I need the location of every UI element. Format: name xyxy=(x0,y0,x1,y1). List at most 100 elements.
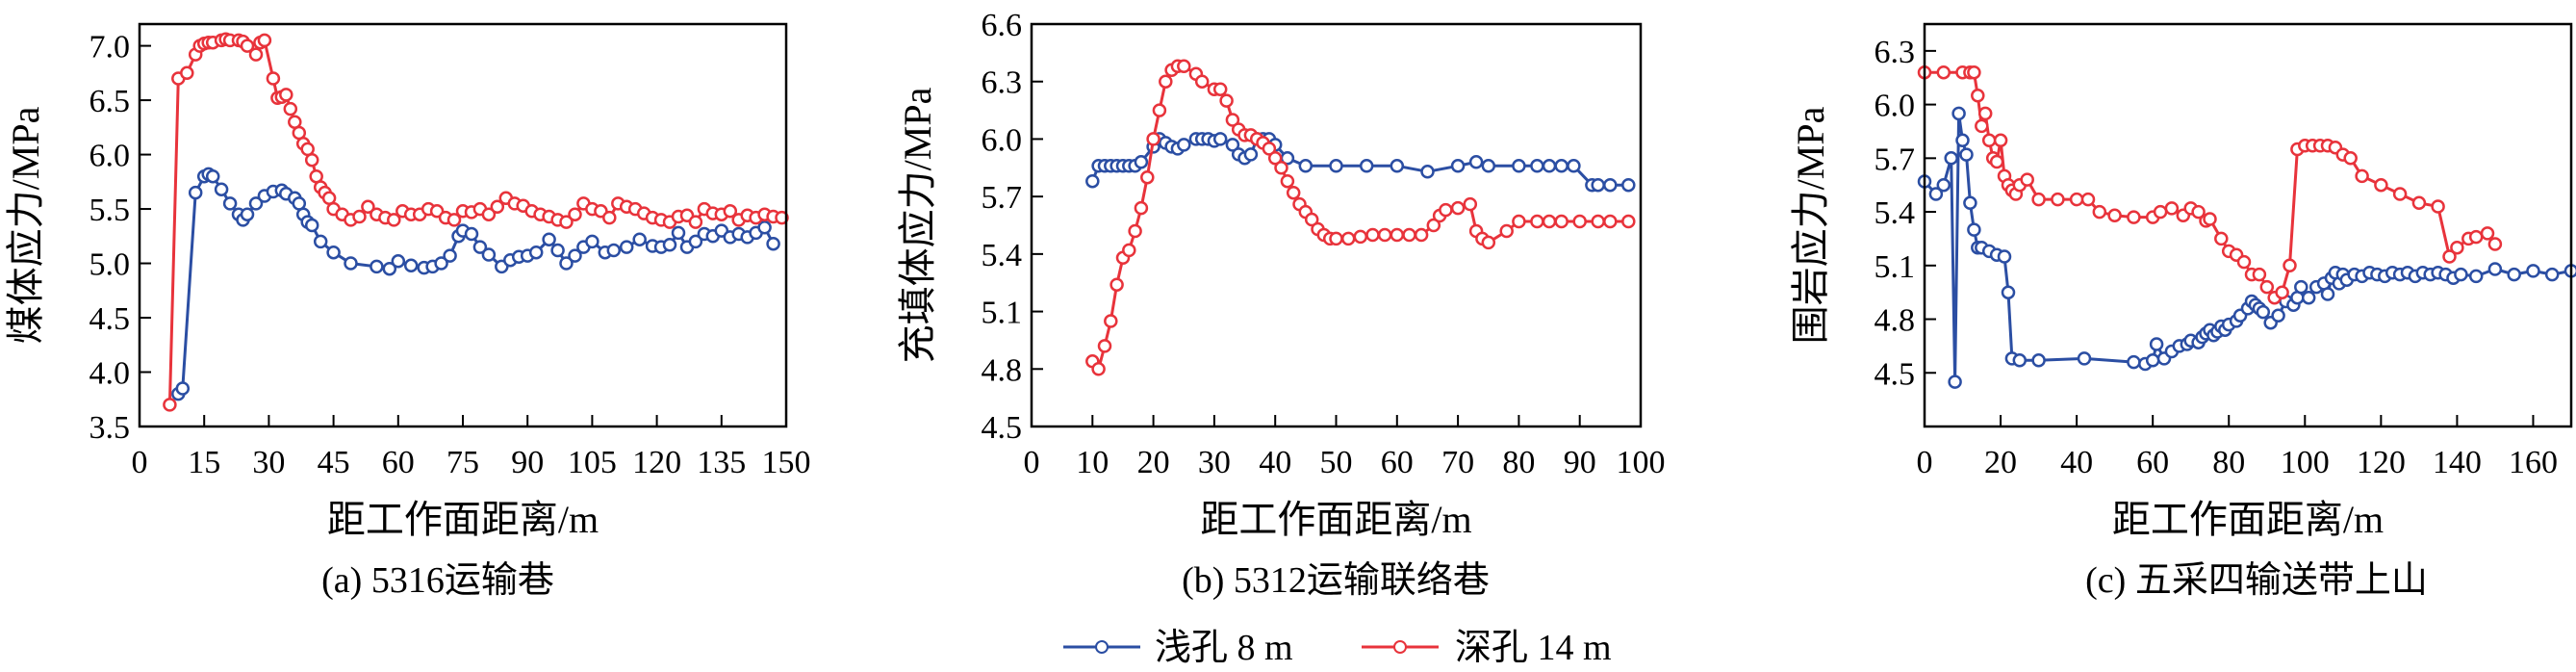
data-point xyxy=(1989,154,2004,169)
y-tick-label: 6.0 xyxy=(89,139,131,174)
data-point xyxy=(1128,223,1142,239)
data-point xyxy=(1993,133,2008,148)
x-tick-label: 75 xyxy=(446,445,479,480)
data-point xyxy=(1134,200,1149,216)
data-point xyxy=(1146,132,1160,146)
data-point xyxy=(2320,287,2335,301)
y-tick-label: 4.0 xyxy=(89,356,131,392)
data-point xyxy=(2507,267,2521,282)
data-point xyxy=(1109,277,1124,292)
data-point xyxy=(1499,223,1514,239)
data-point xyxy=(2051,192,2065,207)
y-tick-label: 5.7 xyxy=(1875,142,1916,177)
data-point xyxy=(550,243,565,258)
data-point xyxy=(1329,231,1343,246)
plot-frame xyxy=(1923,22,2573,428)
data-point xyxy=(214,182,229,196)
x-tick-label: 45 xyxy=(318,445,350,480)
data-point xyxy=(1274,161,1288,175)
y-tick-label: 7.0 xyxy=(89,30,131,65)
data-point xyxy=(1359,159,1374,173)
y-tick-label: 6.5 xyxy=(89,84,131,119)
data-point xyxy=(222,196,238,211)
data-point xyxy=(2343,151,2358,166)
data-point xyxy=(2294,279,2308,295)
data-point xyxy=(1152,103,1167,117)
data-point xyxy=(1512,159,1526,173)
panel-caption: (a) 5316运输巷 xyxy=(321,560,554,601)
data-point xyxy=(775,210,789,225)
data-point xyxy=(1450,159,1466,173)
y-tick-label: 5.7 xyxy=(982,180,1023,216)
data-point xyxy=(472,240,488,254)
data-point xyxy=(585,234,599,249)
y-tick-label: 3.5 xyxy=(89,410,131,446)
x-tick-label: 100 xyxy=(2281,445,2330,480)
data-point xyxy=(1936,177,1951,193)
data-point xyxy=(1621,214,1636,229)
data-point xyxy=(2145,353,2160,368)
x-tick-label: 20 xyxy=(1984,445,2017,480)
data-point xyxy=(2092,204,2107,220)
y-tick-label: 5.0 xyxy=(89,247,131,283)
data-point xyxy=(1280,173,1295,189)
data-point xyxy=(1390,227,1405,243)
data-point xyxy=(559,256,574,271)
data-point xyxy=(1085,173,1100,189)
data-point xyxy=(2069,192,2084,207)
x-tick-label: 0 xyxy=(132,445,148,480)
data-point xyxy=(1225,113,1240,127)
y-tick-label: 5.5 xyxy=(89,193,131,228)
data-point xyxy=(490,199,505,215)
data-point xyxy=(240,207,255,221)
y-axis-label: 围岩应力/MPa xyxy=(1789,106,1832,344)
data-point xyxy=(391,254,406,269)
data-point xyxy=(188,185,203,200)
data-point xyxy=(403,258,419,273)
data-point xyxy=(1971,89,1985,103)
data-point xyxy=(163,398,177,412)
data-point xyxy=(671,225,686,241)
legend: 浅孔 8 m 深孔 14 m xyxy=(1063,628,1612,668)
data-point xyxy=(2214,231,2229,246)
data-point xyxy=(619,240,634,254)
data-point xyxy=(1212,132,1228,146)
data-point xyxy=(2487,237,2503,251)
x-tick-label: 135 xyxy=(697,445,746,480)
data-point xyxy=(2252,267,2267,282)
x-tick-label: 120 xyxy=(632,445,681,480)
legend-label-shallow: 浅孔 8 m xyxy=(1155,628,1293,668)
data-point xyxy=(1377,227,1392,243)
y-axis-label: 充填体应力/MPa xyxy=(896,87,939,363)
data-point xyxy=(1542,214,1557,229)
data-point xyxy=(1481,235,1496,250)
data-point xyxy=(2012,353,2028,368)
x-tick-label: 15 xyxy=(188,445,220,480)
data-point xyxy=(248,196,264,211)
x-tick-label: 150 xyxy=(762,445,811,480)
data-point xyxy=(766,236,780,251)
data-point xyxy=(1928,187,1944,201)
data-point xyxy=(1967,65,1981,80)
data-point xyxy=(1603,214,1618,229)
x-tick-label: 40 xyxy=(1259,445,1291,480)
data-point xyxy=(2127,210,2141,224)
data-point xyxy=(1390,159,1405,173)
y-tick-label: 6.0 xyxy=(1875,89,1916,124)
data-point xyxy=(1225,138,1240,152)
data-point xyxy=(2153,204,2168,220)
data-point xyxy=(1194,74,1210,89)
y-tick-label: 5.4 xyxy=(982,238,1023,273)
data-point xyxy=(464,226,479,242)
y-tick-label: 4.8 xyxy=(1875,303,1916,339)
data-point xyxy=(2031,192,2046,207)
data-point xyxy=(2271,308,2285,323)
y-axis-label: 煤体应力/MPa xyxy=(4,106,47,344)
data-point xyxy=(1944,151,1958,166)
data-point xyxy=(2031,353,2046,368)
data-point xyxy=(2283,258,2297,273)
data-point xyxy=(387,213,401,227)
data-point xyxy=(1591,214,1605,229)
data-point xyxy=(1122,243,1136,258)
x-tick-label: 160 xyxy=(2509,445,2558,480)
